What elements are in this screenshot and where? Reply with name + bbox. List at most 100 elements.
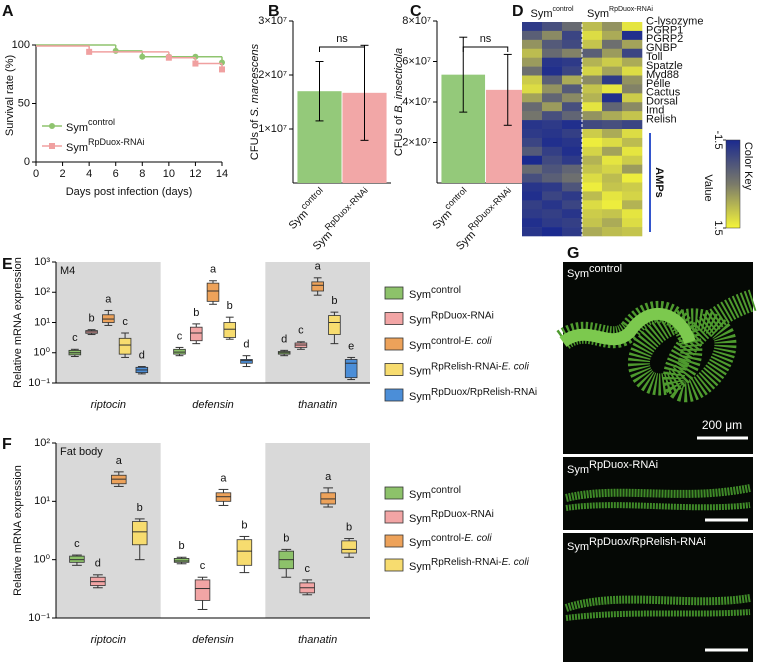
heatmap-cell <box>522 146 543 157</box>
text-part: Sym <box>567 268 589 280</box>
significance-letter: c <box>200 560 206 572</box>
x-tick-label: 0 <box>33 168 39 180</box>
legend-label: SymRpDuox-RNAi <box>409 509 494 525</box>
y-axis-title: Relative mRNA expression <box>12 465 24 596</box>
row-label: Cactus <box>646 87 681 99</box>
heatmap-cell <box>602 39 623 50</box>
legend-marker <box>49 123 55 129</box>
y-tick-label: 8×10⁷ <box>402 15 431 27</box>
heatmap-cell <box>602 164 623 174</box>
heatmap-cell <box>622 155 643 165</box>
heatmap-cell <box>602 209 623 219</box>
heatmap-cell <box>622 227 643 237</box>
significance-letter: b <box>283 532 289 544</box>
text-part: E. coli <box>502 557 530 568</box>
significance-letter: a <box>325 471 332 483</box>
row-label: Myd88 <box>646 69 679 81</box>
gut-image <box>565 502 751 511</box>
panel-title: Fat body <box>60 446 103 458</box>
text-part: Sym <box>66 122 88 134</box>
y-tick-label: 4×10⁷ <box>402 96 431 108</box>
heatmap-cell <box>622 182 643 192</box>
heatmap-cell <box>562 155 583 165</box>
heatmap-cell <box>582 173 603 183</box>
panel-letter: G <box>567 245 579 262</box>
legend-marker <box>49 143 55 149</box>
heatmap-cell <box>602 173 623 183</box>
text-part: Sym <box>311 229 335 253</box>
significance-letter: b <box>346 521 352 533</box>
heatmap-cell <box>602 218 623 228</box>
group-shade <box>265 443 370 618</box>
heatmap-cell <box>542 155 563 165</box>
text-part: Sym <box>409 489 431 501</box>
heatmap-cell <box>542 84 563 94</box>
box <box>189 326 203 342</box>
legend-label: Symcontrol-E. coli <box>409 533 492 549</box>
heatmap-cell <box>542 200 563 210</box>
text-part: RpDuox-RNAi <box>431 310 494 321</box>
heatmap-cell <box>582 120 603 130</box>
heatmap-cell <box>542 66 563 76</box>
heatmap-cell <box>562 30 583 41</box>
row-label: PGRP2 <box>646 33 683 45</box>
micrograph <box>563 457 753 530</box>
text-part: Sym <box>409 365 431 377</box>
significance-letter: d <box>139 349 145 361</box>
y-tick-label: 1×10⁷ <box>258 123 287 135</box>
heatmap-cell <box>562 120 583 130</box>
heatmap-cell <box>582 137 603 148</box>
text-part: Sym <box>567 541 589 553</box>
y-tick-label: 0 <box>24 156 30 168</box>
box <box>311 281 324 292</box>
box <box>344 359 358 379</box>
x-tick-label: 14 <box>216 168 228 180</box>
text-part: S. marcescens <box>249 43 261 116</box>
legend-label: Symcontrol <box>66 117 115 134</box>
heatmap-cell <box>542 191 563 201</box>
heatmap-cell <box>522 75 543 85</box>
heatmap-cell <box>602 227 623 237</box>
heatmap-cell <box>582 111 603 121</box>
row-label: Pelle <box>646 78 670 90</box>
significance-letter: b <box>193 307 199 319</box>
y-tick-label: 10⁻¹ <box>28 377 50 389</box>
y-axis-title: CFUs of B. insecticola <box>393 48 405 156</box>
heatmap-cell <box>562 218 583 228</box>
box <box>118 337 132 355</box>
text-part: RpDuox-RNAi <box>466 185 513 232</box>
heatmap-cell <box>582 48 603 58</box>
heatmap-cell <box>602 146 623 157</box>
significance-letter: b <box>331 295 337 307</box>
significance-letter: a <box>210 264 217 276</box>
text-part: Sym <box>409 513 431 525</box>
survival-marker <box>192 60 199 67</box>
heatmap-cell <box>602 200 623 210</box>
heatmap-cell <box>582 146 603 157</box>
panel-letter: B <box>268 3 280 20</box>
heatmap-cell <box>622 22 643 32</box>
heatmap-cell <box>522 120 543 130</box>
y-axis-title: Survival rate (%) <box>4 55 16 136</box>
significance-label: ns <box>480 33 492 45</box>
heatmap-cell <box>602 84 623 94</box>
y-axis-title: Relative mRNA expression <box>12 257 24 388</box>
box <box>328 315 341 335</box>
gut-image <box>559 307 696 348</box>
y-tick-label: 10⁻¹ <box>28 612 50 624</box>
heatmap-cell <box>622 191 643 201</box>
heatmap-cell <box>522 182 543 192</box>
text-part: Sym <box>409 289 431 301</box>
heatmap-cell <box>522 218 543 228</box>
heatmap-cell <box>582 93 603 103</box>
significance-label: ns <box>336 33 348 45</box>
text-part: RpDuox-RNAi <box>431 509 494 520</box>
heatmap-cell <box>582 30 603 41</box>
heatmap-cell <box>542 227 563 237</box>
y-tick-label: 3×10⁷ <box>258 15 287 27</box>
heatmap-cell <box>562 66 583 76</box>
heatmap-cell <box>562 48 583 58</box>
heatmap-cell <box>602 75 623 85</box>
legend-swatch <box>384 388 404 402</box>
text-part: RpDuox-RNAi <box>323 185 370 232</box>
